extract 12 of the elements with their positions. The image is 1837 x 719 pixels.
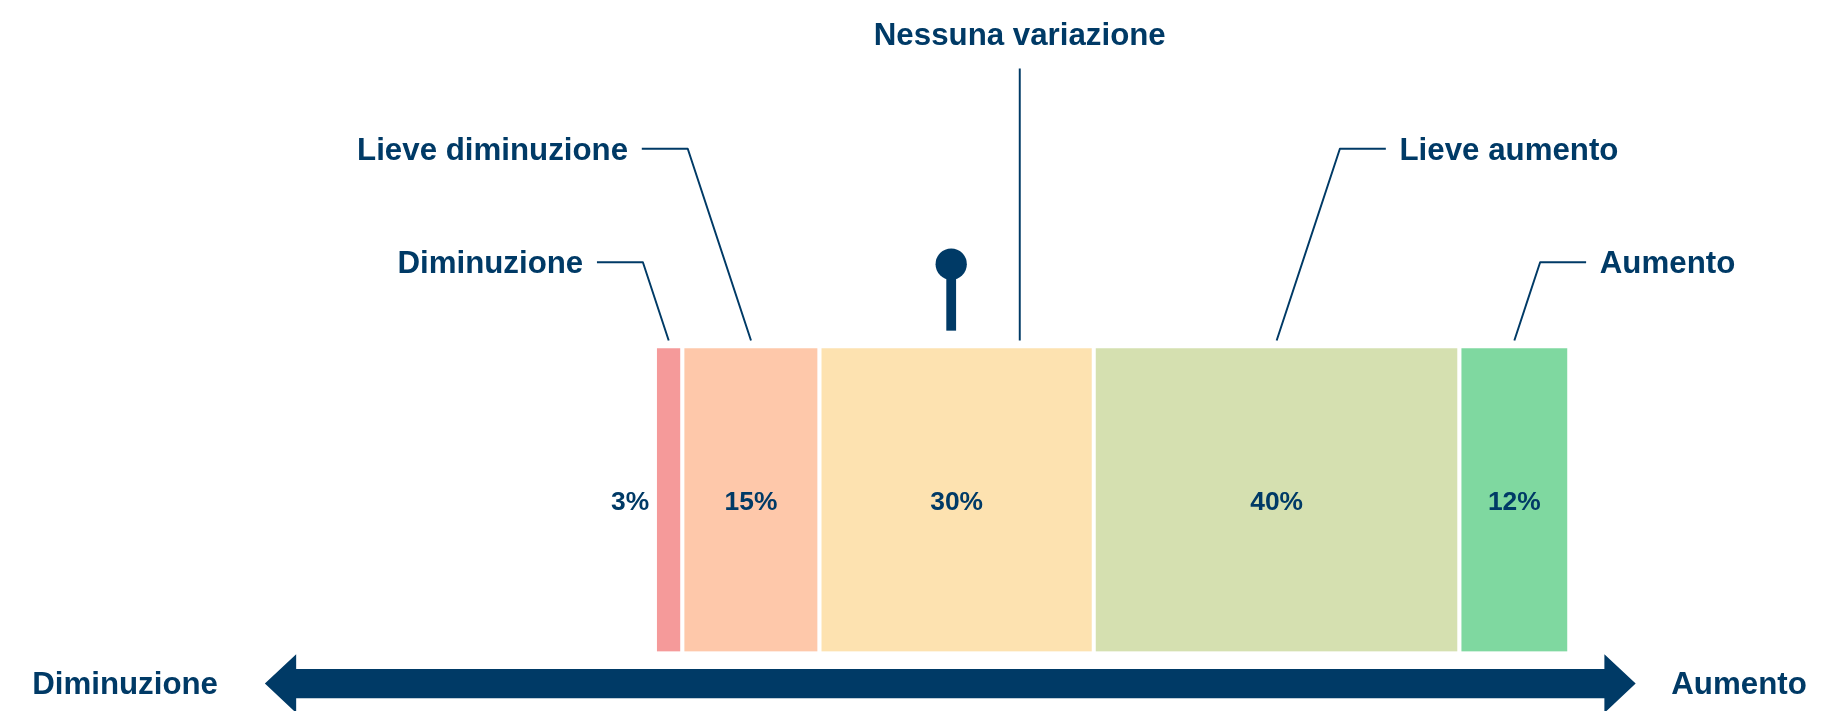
data-label: 15% xyxy=(724,485,778,516)
data-label: 30% xyxy=(930,485,984,516)
data-label: 40% xyxy=(1250,485,1304,516)
text: Nessuna variazione xyxy=(873,17,1166,53)
text: Lieve diminuzione xyxy=(357,131,629,167)
text: Diminuzione xyxy=(32,666,219,702)
text: Lieve aumento xyxy=(1399,131,1619,167)
text: Aumento xyxy=(1599,244,1736,280)
data-label: 3% xyxy=(611,485,650,516)
data-label: 12% xyxy=(1487,485,1541,516)
text: Aumento xyxy=(1671,666,1807,702)
text: Diminuzione xyxy=(397,244,584,280)
